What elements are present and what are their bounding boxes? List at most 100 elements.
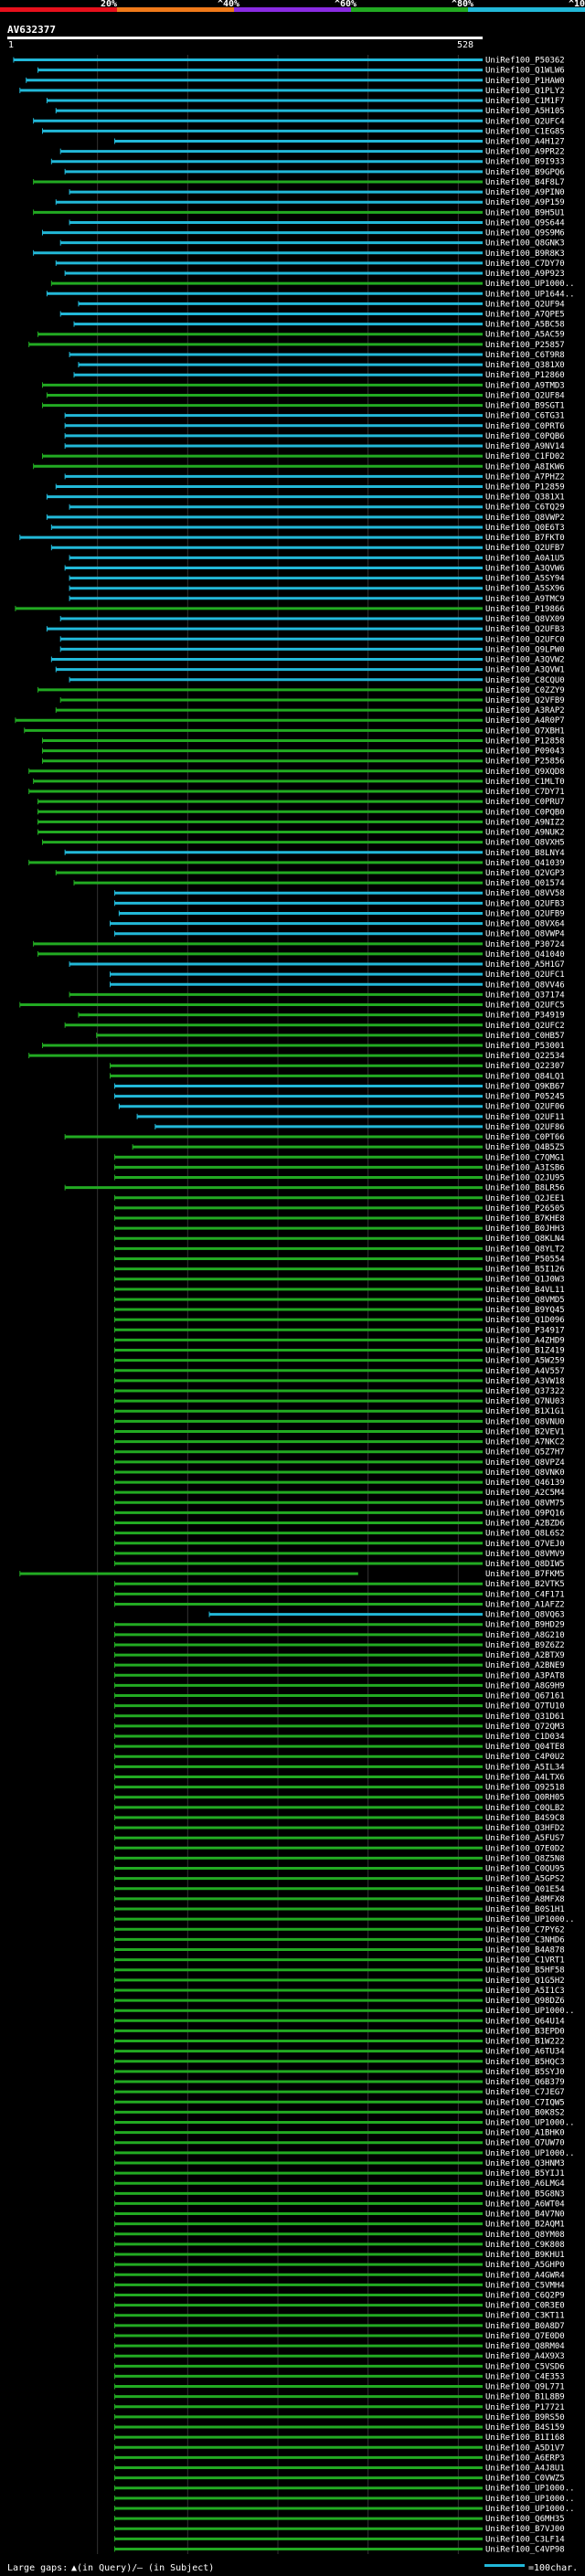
- hit-label[interactable]: UniRef100_Q2UFB3: [485, 625, 565, 634]
- hit-label[interactable]: UniRef100_C1M1F7: [485, 97, 565, 106]
- hit-label[interactable]: UniRef100_A5W259: [485, 1357, 565, 1366]
- hit-row[interactable]: UniRef100_UP1000..: [113, 2505, 575, 2514]
- hit-label[interactable]: UniRef100_Q84LQ1: [485, 1072, 565, 1081]
- hit-row[interactable]: UniRef100_Q72QM3: [113, 1723, 565, 1732]
- hit-row[interactable]: UniRef100_A8MFX8: [113, 1895, 565, 1904]
- hit-row[interactable]: UniRef100_C3NHD6: [113, 1935, 565, 1945]
- hit-row[interactable]: UniRef100_Q22534: [28, 1052, 565, 1061]
- hit-label[interactable]: UniRef100_B9KHU1: [485, 2251, 565, 2260]
- hit-row[interactable]: UniRef100_A3QVW1: [55, 666, 565, 675]
- hit-label[interactable]: UniRef100_A7PHZ2: [485, 472, 565, 482]
- hit-row[interactable]: UniRef100_B5HF58: [113, 1966, 565, 1976]
- hit-label[interactable]: UniRef100_A8MFX8: [485, 1895, 565, 1904]
- hit-row[interactable]: UniRef100_Q8KLN4: [113, 1235, 565, 1244]
- hit-label[interactable]: UniRef100_A4J8U1: [485, 2464, 565, 2473]
- hit-row[interactable]: UniRef100_Q2UF94: [78, 300, 565, 309]
- hit-label[interactable]: UniRef100_Q9S644: [485, 218, 565, 228]
- hit-label[interactable]: UniRef100_C7DY70: [485, 260, 565, 269]
- hit-row[interactable]: UniRef100_P50362: [13, 57, 565, 66]
- hit-row[interactable]: UniRef100_A5BC58: [73, 321, 565, 330]
- hit-row[interactable]: UniRef100_P50554: [113, 1255, 565, 1264]
- hit-row[interactable]: UniRef100_B0JHH3: [113, 1224, 565, 1234]
- hit-row[interactable]: UniRef100_A8G210: [113, 1631, 565, 1640]
- hit-row[interactable]: UniRef100_C4VP98: [113, 2545, 565, 2554]
- hit-row[interactable]: UniRef100_A5AC59: [37, 331, 565, 340]
- hit-row[interactable]: UniRef100_UP1000..: [113, 2149, 575, 2158]
- hit-row[interactable]: UniRef100_B5HQC3: [113, 2058, 565, 2067]
- hit-label[interactable]: UniRef100_C0QU95: [485, 1865, 565, 1874]
- hit-label[interactable]: UniRef100_UP1000..: [485, 1915, 575, 1924]
- hit-label[interactable]: UniRef100_A8G210: [485, 1631, 565, 1640]
- hit-row[interactable]: UniRef100_Q37322: [113, 1387, 565, 1396]
- hit-row[interactable]: UniRef100_A8G9H9: [113, 1681, 565, 1691]
- hit-label[interactable]: UniRef100_P19866: [485, 605, 565, 614]
- hit-row[interactable]: UniRef100_A9P159: [55, 198, 565, 207]
- hit-label[interactable]: UniRef100_C5VMH4: [485, 2281, 565, 2290]
- hit-row[interactable]: UniRef100_Q2UF86: [154, 1123, 565, 1132]
- hit-label[interactable]: UniRef100_C6TQ29: [485, 504, 565, 513]
- hit-row[interactable]: UniRef100_B7FKT0: [19, 534, 565, 543]
- hit-row[interactable]: UniRef100_Q04TE8: [113, 1743, 565, 1752]
- hit-row[interactable]: UniRef100_P1HAW0: [26, 77, 565, 86]
- hit-label[interactable]: UniRef100_A9NIZ2: [485, 818, 565, 827]
- hit-row[interactable]: UniRef100_P12860: [73, 371, 565, 380]
- hit-label[interactable]: UniRef100_C5VSD6: [485, 2362, 565, 2371]
- hit-label[interactable]: UniRef100_Q41039: [485, 859, 565, 868]
- hit-row[interactable]: UniRef100_A9PR22: [59, 148, 565, 157]
- hit-row[interactable]: UniRef100_C7JEG7: [113, 2088, 565, 2097]
- hit-label[interactable]: UniRef100_P12858: [485, 737, 565, 746]
- hit-row[interactable]: UniRef100_B9I933: [50, 158, 565, 167]
- hit-label[interactable]: UniRef100_Q8GNK3: [485, 239, 565, 249]
- hit-label[interactable]: UniRef100_Q5Z7H7: [485, 1448, 565, 1458]
- hit-row[interactable]: UniRef100_Q8VV58: [113, 889, 565, 898]
- hit-label[interactable]: UniRef100_UP1000..: [485, 280, 575, 289]
- hit-row[interactable]: UniRef100_Q8VMV9: [113, 1550, 565, 1559]
- hit-row[interactable]: UniRef100_C0PQB6: [64, 432, 565, 441]
- hit-label[interactable]: UniRef100_C0PQB6: [485, 432, 565, 441]
- hit-label[interactable]: UniRef100_A3PAT8: [485, 1671, 565, 1680]
- hit-label[interactable]: UniRef100_A9TMC9: [485, 595, 565, 604]
- hit-row[interactable]: UniRef100_Q7VEJ0: [113, 1540, 565, 1549]
- hit-row[interactable]: UniRef100_Q2UFB3: [113, 899, 565, 908]
- hit-label[interactable]: UniRef100_Q2UFB7: [485, 544, 565, 553]
- hit-row[interactable]: UniRef100_C6Q2P9: [113, 2291, 565, 2300]
- hit-label[interactable]: UniRef100_A9PIN0: [485, 188, 565, 197]
- hit-row[interactable]: UniRef100_C7QMG1: [113, 1153, 565, 1162]
- hit-label[interactable]: UniRef100_P17721: [485, 2403, 565, 2412]
- hit-row[interactable]: UniRef100_Q64U14: [113, 2017, 565, 2026]
- hit-label[interactable]: UniRef100_B9SGT1: [485, 402, 565, 411]
- hit-label[interactable]: UniRef100_Q8VQ63: [485, 1611, 565, 1620]
- hit-row[interactable]: UniRef100_A4GWR4: [113, 2271, 565, 2280]
- hit-label[interactable]: UniRef100_Q8VMD5: [485, 1296, 565, 1305]
- hit-label[interactable]: UniRef100_UP1644..: [485, 290, 575, 299]
- hit-label[interactable]: UniRef100_Q8VXH5: [485, 839, 565, 848]
- hit-label[interactable]: UniRef100_A5IL34: [485, 1763, 565, 1772]
- hit-label[interactable]: UniRef100_Q2UF86: [485, 1123, 565, 1132]
- hit-label[interactable]: UniRef100_C1MLT0: [485, 778, 565, 787]
- hit-label[interactable]: UniRef100_Q22307: [485, 1062, 565, 1071]
- hit-label[interactable]: UniRef100_A5SX96: [485, 585, 565, 594]
- hit-label[interactable]: UniRef100_Q2UFC0: [485, 635, 565, 644]
- hit-row[interactable]: UniRef100_Q3HNM3: [113, 2159, 565, 2168]
- hit-label[interactable]: UniRef100_B8LR56: [485, 1184, 565, 1193]
- hit-row[interactable]: UniRef100_B1X1G1: [113, 1407, 565, 1416]
- hit-label[interactable]: UniRef100_P25857: [485, 341, 565, 350]
- hit-row[interactable]: UniRef100_P34919: [78, 1012, 565, 1021]
- hit-row[interactable]: UniRef100_P09043: [41, 747, 565, 757]
- hit-row[interactable]: UniRef100_C3LF14: [113, 2535, 565, 2544]
- hit-label[interactable]: UniRef100_C0PT66: [485, 1133, 565, 1142]
- hit-label[interactable]: UniRef100_B4VL11: [485, 1286, 565, 1295]
- hit-row[interactable]: UniRef100_B7KHE8: [113, 1214, 565, 1224]
- hit-label[interactable]: UniRef100_Q7E0D0: [485, 2332, 565, 2341]
- hit-row[interactable]: UniRef100_Q2UFC5: [19, 1002, 565, 1011]
- hit-row[interactable]: UniRef100_C4E353: [113, 2372, 565, 2381]
- hit-label[interactable]: UniRef100_C6Q2P9: [485, 2291, 565, 2300]
- hit-row[interactable]: UniRef100_B4A878: [113, 1945, 565, 1955]
- hit-label[interactable]: UniRef100_A4R0P7: [485, 716, 565, 726]
- hit-label[interactable]: UniRef100_C3LF14: [485, 2535, 565, 2544]
- hit-row[interactable]: UniRef100_B0K8S2: [113, 2108, 565, 2117]
- hit-label[interactable]: UniRef100_A3QVW6: [485, 564, 565, 573]
- hit-row[interactable]: UniRef100_B2AQM1: [113, 2221, 565, 2230]
- hit-row[interactable]: UniRef100_Q2UFB7: [50, 544, 565, 553]
- hit-label[interactable]: UniRef100_B1W222: [485, 2038, 565, 2047]
